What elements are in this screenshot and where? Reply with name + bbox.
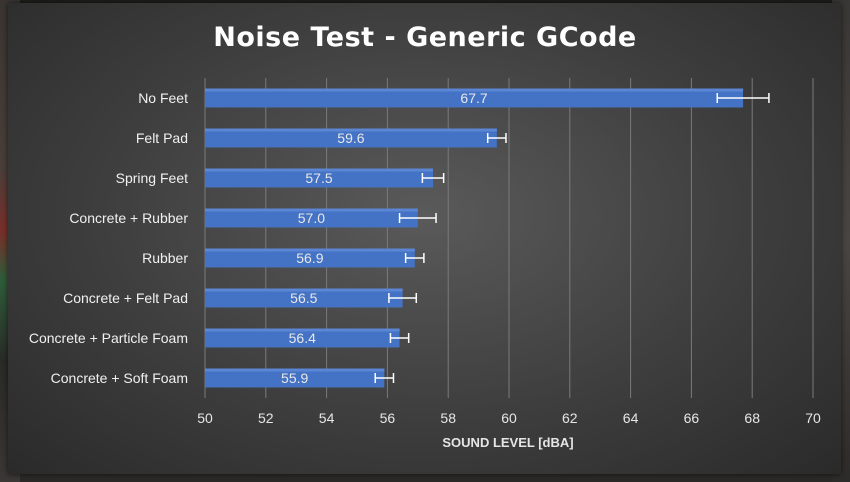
x-tick-label: 60	[501, 410, 517, 426]
bar	[205, 88, 744, 108]
data-label: 59.6	[337, 130, 364, 146]
data-label: 56.4	[289, 330, 316, 346]
bar	[205, 168, 433, 188]
x-tick-label: 58	[440, 410, 456, 426]
x-tick-label: 56	[380, 410, 396, 426]
bar-highlight	[205, 88, 744, 92]
data-label: 56.9	[296, 250, 323, 266]
x-tick-label: 54	[319, 410, 335, 426]
x-tick-label: 70	[805, 410, 821, 426]
category-label: Felt Pad	[136, 130, 188, 146]
x-tick-label: 68	[744, 410, 760, 426]
bar	[205, 328, 400, 348]
x-axis-title: SOUND LEVEL [dBA]	[442, 435, 573, 450]
data-label: 57.0	[298, 210, 325, 226]
category-label: Spring Feet	[116, 170, 188, 186]
chart-title: Noise Test - Generic GCode	[213, 22, 637, 53]
bar	[205, 248, 415, 268]
category-label: Concrete + Soft Foam	[51, 370, 188, 386]
x-tick-label: 64	[623, 410, 639, 426]
bar-highlight	[205, 368, 385, 372]
gridlines	[204, 78, 814, 398]
category-label: Concrete + Particle Foam	[29, 330, 188, 346]
bar-highlight	[205, 248, 415, 252]
x-tick-label: 66	[684, 410, 700, 426]
category-label: No Feet	[138, 90, 188, 106]
chart-panel	[8, 3, 841, 474]
data-label: 56.5	[290, 290, 317, 306]
bar	[205, 368, 385, 388]
data-label: 67.7	[460, 90, 487, 106]
bar	[205, 288, 403, 308]
data-label: 57.5	[305, 170, 332, 186]
y-axis-categories: No Feet Felt Pad Spring Feet Concrete + Rub…	[29, 90, 188, 386]
x-axis-ticks: 50 52 54 56 58 60 62 64 66 68 70	[197, 410, 821, 426]
category-label: Concrete + Felt Pad	[63, 290, 188, 306]
bar-series: 67.7 59.6 57.5 57.0 56.9 56.5 56.4 55.9	[205, 88, 770, 388]
x-tick-label: 62	[562, 410, 578, 426]
bar	[205, 208, 418, 228]
x-tick-label: 50	[197, 410, 213, 426]
category-label: Rubber	[142, 250, 188, 266]
bar-highlight	[205, 208, 418, 212]
data-label: 55.9	[281, 370, 308, 386]
bar	[205, 128, 497, 148]
x-tick-label: 52	[258, 410, 274, 426]
bar-highlight	[205, 128, 497, 132]
bar-highlight	[205, 328, 400, 332]
bar-highlight	[205, 168, 433, 172]
bar-highlight	[205, 288, 403, 292]
category-label: Concrete + Rubber	[69, 210, 188, 226]
